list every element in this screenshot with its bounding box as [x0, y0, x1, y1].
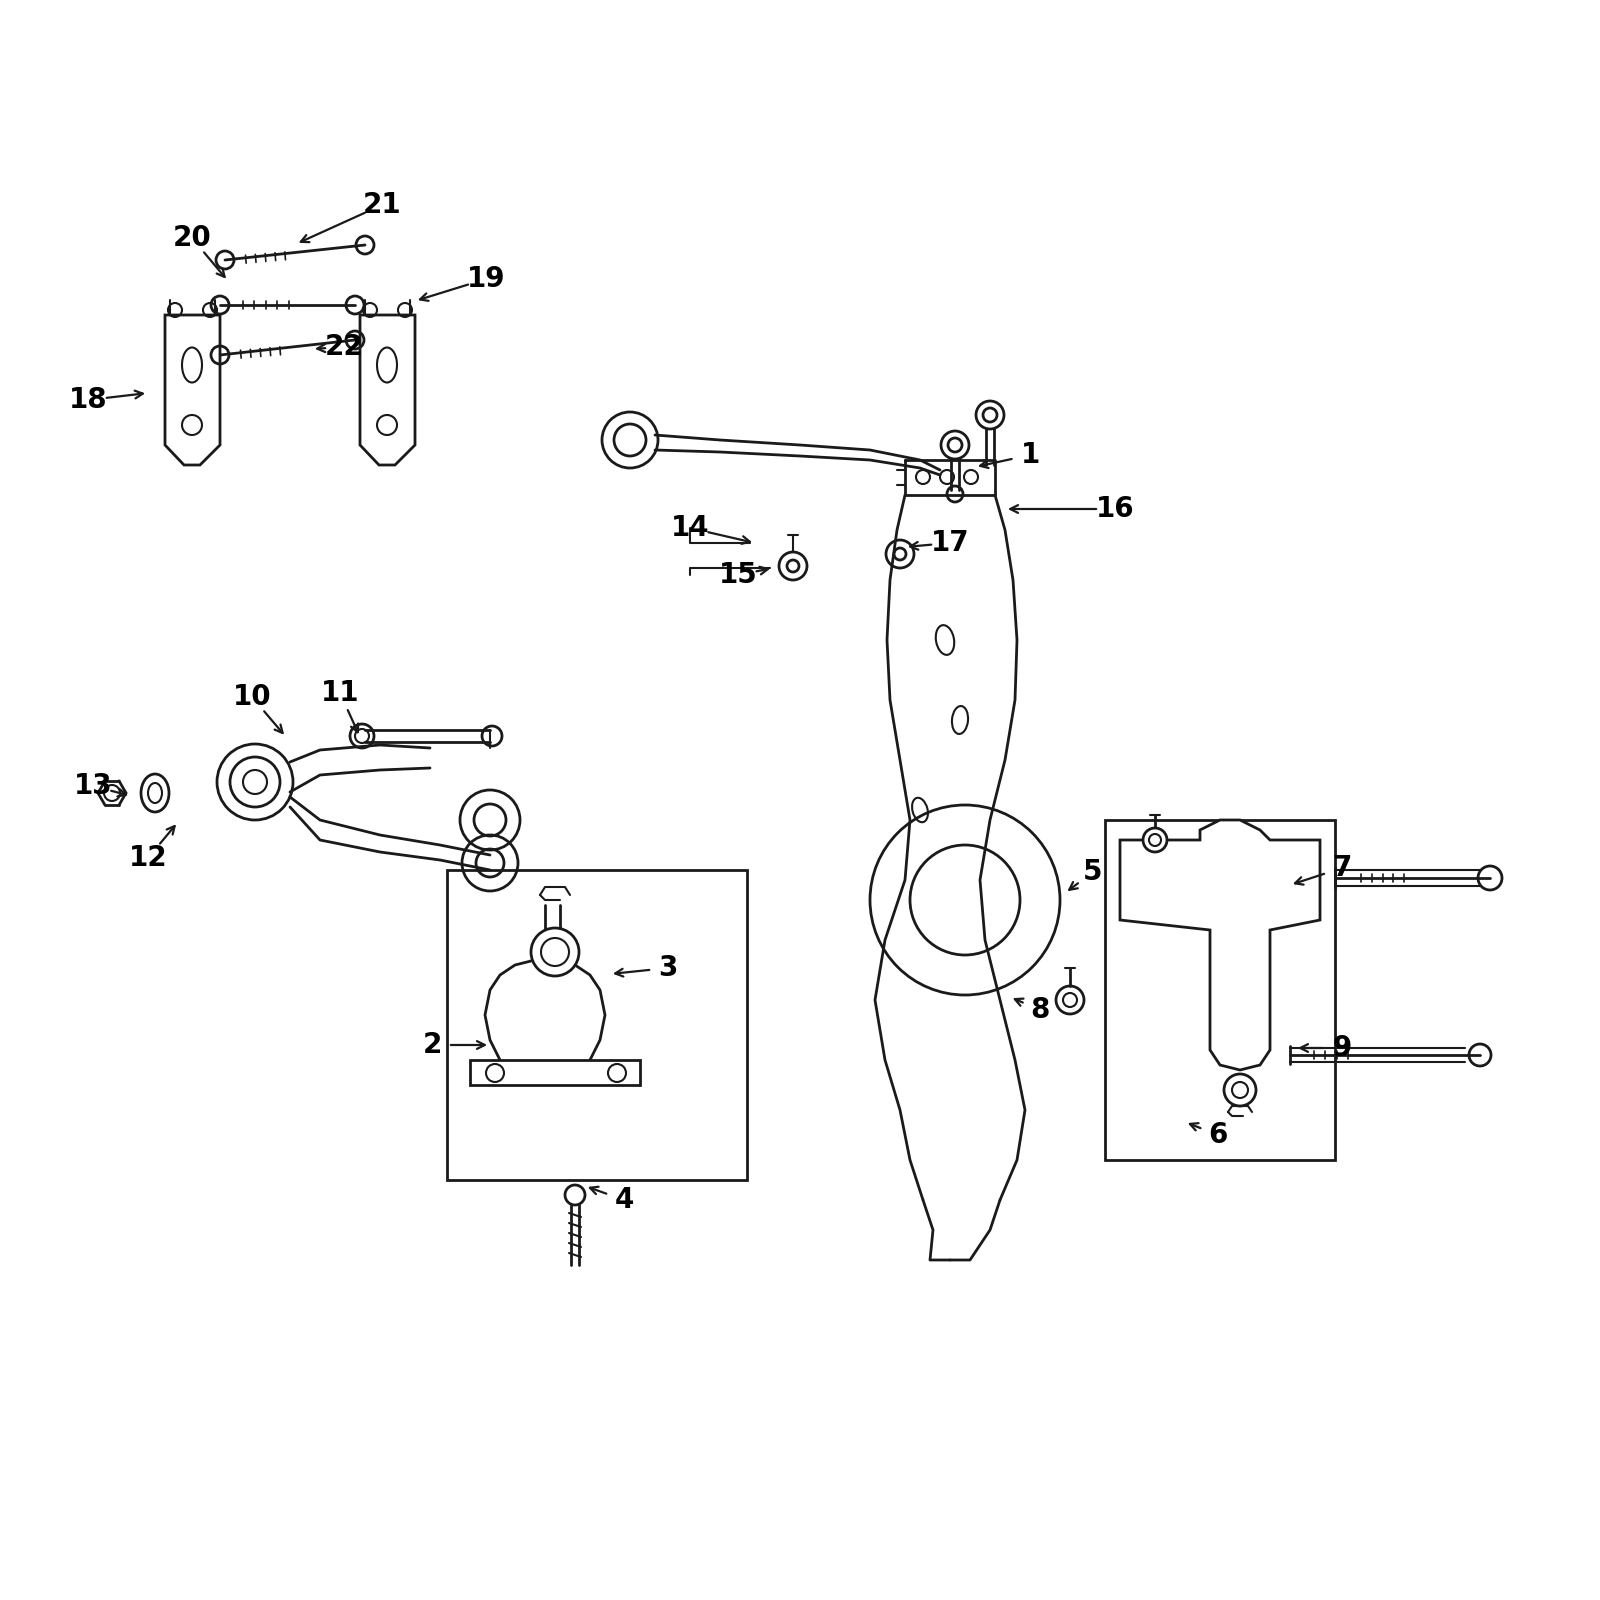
Polygon shape	[165, 315, 221, 466]
Text: 7: 7	[1333, 854, 1352, 882]
Text: 22: 22	[325, 333, 363, 362]
Text: 21: 21	[363, 190, 402, 219]
Text: 2: 2	[422, 1030, 442, 1059]
Text: 12: 12	[128, 845, 168, 872]
Polygon shape	[1120, 819, 1320, 1070]
Text: 13: 13	[74, 773, 112, 800]
Ellipse shape	[378, 347, 397, 382]
Text: 20: 20	[173, 224, 211, 251]
Circle shape	[104, 786, 120, 802]
Text: 6: 6	[1208, 1122, 1227, 1149]
Text: 3: 3	[658, 954, 678, 982]
Text: 11: 11	[320, 678, 360, 707]
Ellipse shape	[182, 347, 202, 382]
Text: 18: 18	[69, 386, 107, 414]
Text: 14: 14	[670, 514, 709, 542]
Text: 15: 15	[718, 562, 757, 589]
Text: 1: 1	[1021, 442, 1040, 469]
Text: 9: 9	[1333, 1034, 1352, 1062]
Text: 4: 4	[614, 1186, 634, 1214]
Text: 16: 16	[1096, 494, 1134, 523]
Bar	[446, 870, 747, 1181]
Text: 17: 17	[931, 530, 970, 557]
Bar	[1106, 819, 1334, 1160]
Circle shape	[531, 928, 579, 976]
Polygon shape	[360, 315, 414, 466]
Circle shape	[1142, 829, 1166, 851]
Polygon shape	[470, 1059, 640, 1085]
Text: 8: 8	[1030, 995, 1050, 1024]
Text: 5: 5	[1083, 858, 1102, 886]
Text: 10: 10	[232, 683, 272, 710]
Text: 19: 19	[467, 266, 506, 293]
